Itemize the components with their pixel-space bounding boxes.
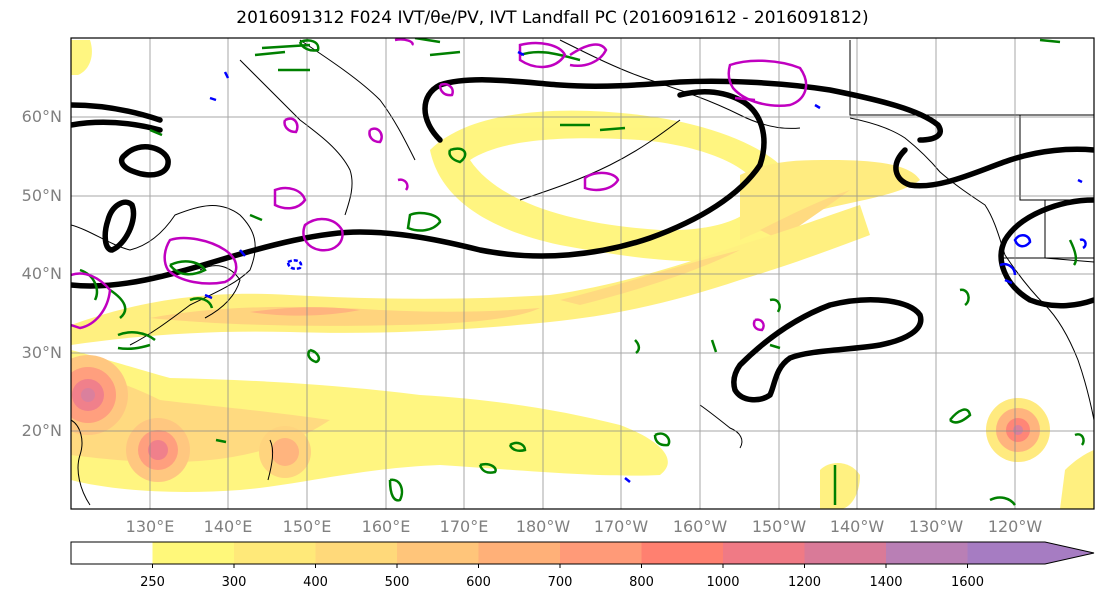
longitude-label: 170°W [593,517,649,536]
longitude-label: 140°W [829,517,885,536]
colorbar-segment [723,542,805,564]
colorbar-tick-label: 1600 [950,575,985,590]
latitude-label: 40°N [21,264,62,283]
map-frame [70,37,1095,510]
colorbar-tick-label: 300 [221,575,247,590]
colorbar-segment [886,542,968,564]
longitude-label: 160°W [672,517,728,536]
colorbar-segment [641,542,724,564]
colorbar-tick-label: 600 [466,575,491,590]
colorbar-tick-label: 1400 [869,575,903,590]
longitude-label: 140°E [203,517,253,536]
coastlines [71,39,1094,506]
colorbar-segment-extend [967,542,1094,564]
ivt-shading [71,40,1094,509]
figure-title: 2016091312 F024 IVT/θe/PV, IVT Landfall … [236,8,869,28]
colorbar-tick-label: 800 [629,575,654,590]
longitude-label: 130°W [908,517,964,536]
colorbar-segment [152,542,235,564]
colorbar-tick-label: 1200 [787,575,822,590]
longitude-label: 160°E [361,517,411,536]
latitude-label: 50°N [21,186,62,205]
longitude-label: 170°E [439,517,489,536]
colorbar-segment [315,542,398,564]
blue-contours [204,50,1087,483]
colorbar-segment [804,542,887,564]
colorbar-tick-label: 500 [384,575,410,590]
latitude-label: 30°N [21,343,62,362]
colorbar-tick-label: 400 [303,575,328,590]
colorbar [70,541,1095,568]
colorbar-segment [560,542,642,564]
colorbar-tick-label: 1000 [706,575,740,590]
longitude-label: 130°E [125,517,175,536]
colorbar-tick-label: 700 [547,575,573,590]
pv-contours [71,38,808,332]
longitude-label: 120°W [987,517,1043,536]
colorbar-segment [478,542,561,564]
longitude-label: 150°W [751,517,807,536]
colorbar-segment [71,542,153,564]
colorbar-outline [70,541,1095,565]
longitude-label: 150°E [282,517,332,536]
colorbar-segment [397,542,479,564]
colorbar-segment [234,542,316,564]
colorbar-tick-label: 250 [140,575,165,590]
latitude-label: 60°N [21,107,62,126]
graticule [71,38,1094,509]
longitude-label: 180°W [515,517,571,536]
theta-e-contours [79,38,1085,506]
latitude-label: 20°N [21,421,62,440]
